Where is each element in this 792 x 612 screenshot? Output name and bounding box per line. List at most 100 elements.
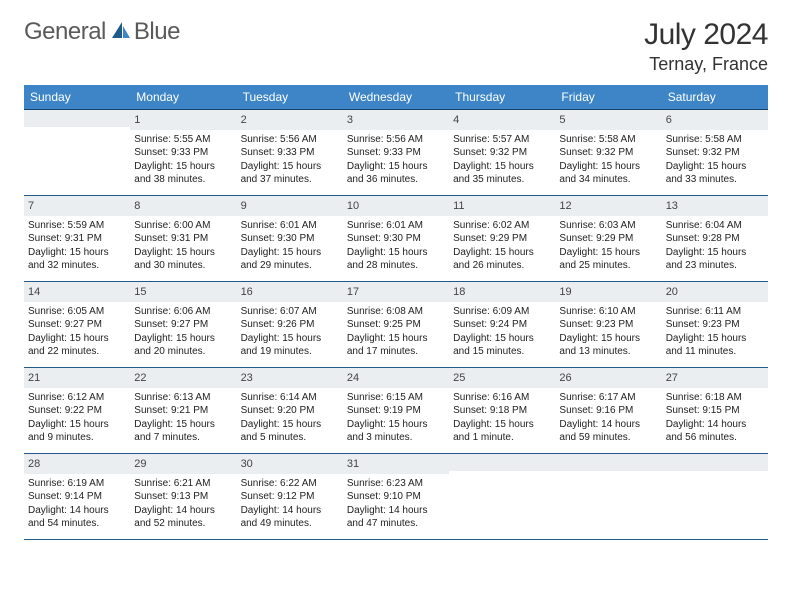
day-number: 21 [24, 368, 130, 388]
weekday-header: Monday [130, 85, 236, 110]
cell-line-ss: Sunset: 9:16 PM [559, 404, 657, 418]
cell-line-d2: and 38 minutes. [134, 173, 232, 187]
cell-line-sr: Sunrise: 5:59 AM [28, 219, 126, 233]
weekday-header: Saturday [662, 85, 768, 110]
cell-line-d1: Daylight: 15 hours [241, 160, 339, 174]
calendar-cell: 10Sunrise: 6:01 AMSunset: 9:30 PMDayligh… [343, 196, 449, 282]
cell-line-d1: Daylight: 15 hours [347, 246, 445, 260]
cell-line-d2: and 25 minutes. [559, 259, 657, 273]
cell-line-sr: Sunrise: 6:08 AM [347, 305, 445, 319]
day-number: 2 [237, 110, 343, 130]
calendar-cell [24, 110, 130, 196]
day-number: 18 [449, 282, 555, 302]
cell-line-ss: Sunset: 9:29 PM [559, 232, 657, 246]
day-number: 27 [662, 368, 768, 388]
cell-line-sr: Sunrise: 6:22 AM [241, 477, 339, 491]
cell-line-d2: and 34 minutes. [559, 173, 657, 187]
calendar-cell: 13Sunrise: 6:04 AMSunset: 9:28 PMDayligh… [662, 196, 768, 282]
weekday-header: Wednesday [343, 85, 449, 110]
cell-line-ss: Sunset: 9:31 PM [28, 232, 126, 246]
cell-line-d1: Daylight: 15 hours [134, 418, 232, 432]
cell-line-d1: Daylight: 15 hours [134, 332, 232, 346]
day-number: 3 [343, 110, 449, 130]
brand-part2: Blue [134, 18, 180, 46]
cell-line-ss: Sunset: 9:24 PM [453, 318, 551, 332]
calendar-row: 14 Sunrise: 6:05 AMSunset: 9:27 PM Dayligh… [24, 282, 768, 368]
cell-line-d1: Daylight: 15 hours [559, 160, 657, 174]
cell-line-d2: and 30 minutes. [134, 259, 232, 273]
cell-line-sr: Sunrise: 6:21 AM [134, 477, 232, 491]
cell-line-d2: and 22 minutes. [28, 345, 126, 359]
cell-line-ss: Sunset: 9:14 PM [28, 490, 126, 504]
calendar-cell: 4Sunrise: 5:57 AMSunset: 9:32 PMDaylight… [449, 110, 555, 196]
cell-line-ss: Sunset: 9:27 PM [28, 318, 126, 332]
cell-line-d2: and 33 minutes. [666, 173, 764, 187]
cell-line-ss: Sunset: 9:23 PM [559, 318, 657, 332]
calendar-cell: 9Sunrise: 6:01 AMSunset: 9:30 PMDaylight… [237, 196, 343, 282]
cell-line-sr: Sunrise: 6:03 AM [559, 219, 657, 233]
cell-line-sr: Sunrise: 6:13 AM [134, 391, 232, 405]
cell-line-ss: Sunset: 9:29 PM [453, 232, 551, 246]
day-number: 14 [24, 282, 130, 302]
cell-line-ss: Sunset: 9:25 PM [347, 318, 445, 332]
cell-line-d1: Daylight: 15 hours [666, 246, 764, 260]
cell-line-sr: Sunrise: 6:01 AM [347, 219, 445, 233]
location: Ternay, France [644, 54, 768, 75]
cell-line-d2: and 17 minutes. [347, 345, 445, 359]
cell-line-d1: Daylight: 15 hours [28, 246, 126, 260]
cell-line-sr: Sunrise: 6:00 AM [134, 219, 232, 233]
cell-line-d1: Daylight: 15 hours [453, 246, 551, 260]
cell-line-d1: Daylight: 15 hours [453, 418, 551, 432]
cell-line-d1: Daylight: 14 hours [28, 504, 126, 518]
cell-line-d1: Daylight: 15 hours [559, 332, 657, 346]
cell-line-d2: and 54 minutes. [28, 517, 126, 531]
calendar-cell [555, 454, 661, 540]
cell-line-d2: and 36 minutes. [347, 173, 445, 187]
cell-line-ss: Sunset: 9:33 PM [347, 146, 445, 160]
cell-line-sr: Sunrise: 6:05 AM [28, 305, 126, 319]
cell-line-d2: and 7 minutes. [134, 431, 232, 445]
calendar-cell: 30Sunrise: 6:22 AMSunset: 9:12 PMDayligh… [237, 454, 343, 540]
calendar-cell: 20Sunrise: 6:11 AMSunset: 9:23 PMDayligh… [662, 282, 768, 368]
day-number: 31 [343, 454, 449, 474]
cell-line-ss: Sunset: 9:22 PM [28, 404, 126, 418]
day-number: 13 [662, 196, 768, 216]
cell-line-ss: Sunset: 9:32 PM [559, 146, 657, 160]
cell-line-sr: Sunrise: 6:18 AM [666, 391, 764, 405]
calendar-cell: 26Sunrise: 6:17 AMSunset: 9:16 PMDayligh… [555, 368, 661, 454]
day-number: 11 [449, 196, 555, 216]
day-number: 12 [555, 196, 661, 216]
cell-line-ss: Sunset: 9:30 PM [347, 232, 445, 246]
calendar-cell: 19Sunrise: 6:10 AMSunset: 9:23 PMDayligh… [555, 282, 661, 368]
cell-line-ss: Sunset: 9:33 PM [134, 146, 232, 160]
cell-line-d2: and 47 minutes. [347, 517, 445, 531]
calendar-cell [449, 454, 555, 540]
cell-line-d2: and 9 minutes. [28, 431, 126, 445]
day-number: 15 [130, 282, 236, 302]
calendar-cell: 2Sunrise: 5:56 AMSunset: 9:33 PMDaylight… [237, 110, 343, 196]
calendar-row: 28Sunrise: 6:19 AMSunset: 9:14 PMDayligh… [24, 454, 768, 540]
calendar-cell: 25Sunrise: 6:16 AMSunset: 9:18 PMDayligh… [449, 368, 555, 454]
cell-line-d2: and 20 minutes. [134, 345, 232, 359]
cell-line-d2: and 59 minutes. [559, 431, 657, 445]
sail-icon [110, 20, 132, 45]
cell-line-sr: Sunrise: 6:17 AM [559, 391, 657, 405]
calendar-cell: 5Sunrise: 5:58 AMSunset: 9:32 PMDaylight… [555, 110, 661, 196]
cell-line-ss: Sunset: 9:32 PM [453, 146, 551, 160]
cell-line-d1: Daylight: 15 hours [134, 246, 232, 260]
weekday-header: Sunday [24, 85, 130, 110]
cell-line-sr: Sunrise: 6:19 AM [28, 477, 126, 491]
day-number: 29 [130, 454, 236, 474]
calendar-cell: 23Sunrise: 6:14 AMSunset: 9:20 PMDayligh… [237, 368, 343, 454]
cell-line-ss: Sunset: 9:10 PM [347, 490, 445, 504]
day-number: 8 [130, 196, 236, 216]
day-number: 9 [237, 196, 343, 216]
page: General Blue July 2024 Ternay, France Su… [0, 0, 792, 540]
calendar-cell: 16Sunrise: 6:07 AMSunset: 9:26 PMDayligh… [237, 282, 343, 368]
month-title: July 2024 [644, 18, 768, 52]
cell-line-sr: Sunrise: 6:23 AM [347, 477, 445, 491]
cell-line-d1: Daylight: 14 hours [666, 418, 764, 432]
cell-line-d2: and 37 minutes. [241, 173, 339, 187]
cell-line-sr: Sunrise: 6:04 AM [666, 219, 764, 233]
cell-line-d2: and 35 minutes. [453, 173, 551, 187]
